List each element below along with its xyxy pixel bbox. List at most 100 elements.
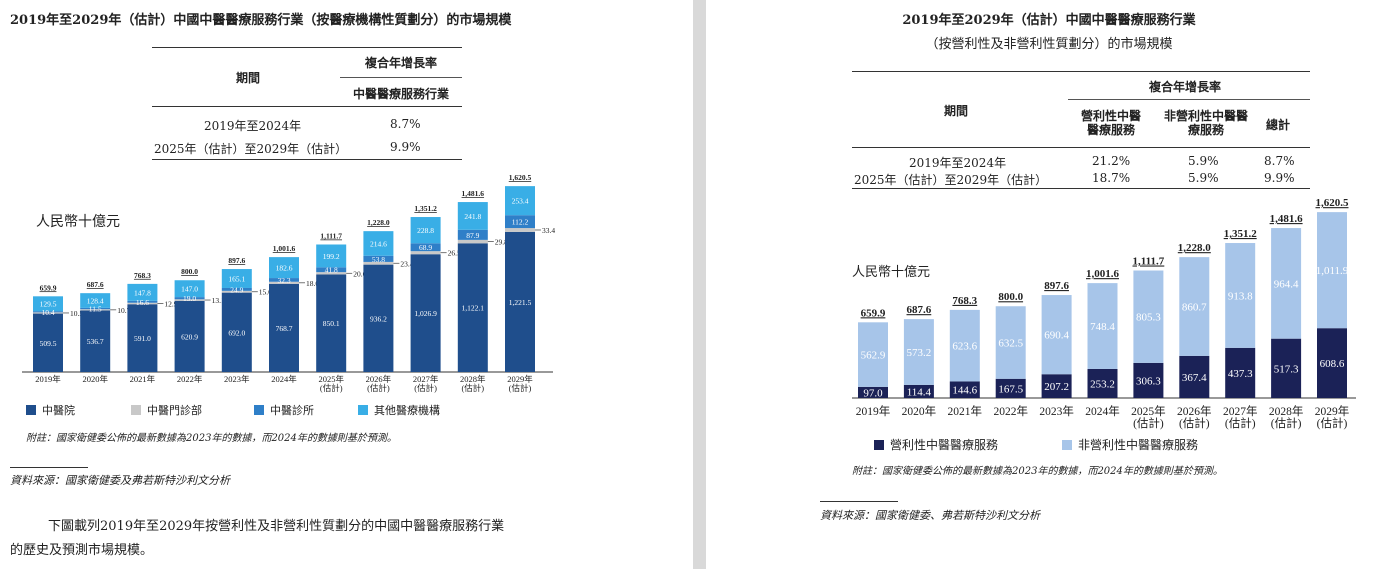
x-tick-label: 2023年 (1039, 404, 1074, 418)
legend-swatch (358, 405, 368, 415)
data-label: 228.8 (417, 226, 434, 235)
bar-segment-其他醫療機構 (80, 293, 111, 308)
row-value: 9.9% (1264, 171, 1295, 185)
data-label: 241.8 (464, 212, 481, 221)
bar-segment-中醫診所 (363, 255, 394, 262)
data-label: 18.0 (306, 279, 319, 288)
legend-item: 中醫診所 (254, 402, 314, 418)
x-tick-label: 2026年 (366, 374, 392, 384)
x-tick-label: 2022年 (177, 374, 203, 384)
bar-segment-非營利性中醫醫療服務 (1041, 295, 1072, 375)
bar-segment-其他醫療機構 (127, 283, 158, 301)
x-tick-label: 2020年 (82, 374, 108, 384)
bar-segment-中醫院 (127, 304, 158, 372)
right-chart-subtitle: （按營利性及非營利性質劃分）的市場規模 (925, 37, 1173, 52)
data-label: 15.6 (259, 288, 272, 297)
data-label: 913.8 (1228, 290, 1253, 302)
row-period-2: 2025年（估計）至2029年（估計） (854, 173, 1048, 187)
x-tick-label: 2021年 (948, 404, 983, 418)
legend-label: 營利性中醫醫療服務 (890, 438, 999, 452)
bar-segment-中醫診所 (221, 287, 252, 291)
x-tick-label: 2023年 (224, 374, 250, 384)
data-label: 253.2 (1090, 378, 1115, 390)
bar-segment-其他醫療機構 (505, 186, 535, 216)
col-header: 中醫醫療服務行業 (353, 87, 450, 101)
body-paragraph-line: 下圖載列2019年至2029年按營利性及非營利性質劃分的中國中醫醫療服務行業 (48, 519, 505, 534)
data-label: 214.6 (370, 239, 387, 248)
x-tick-label: 2019年 (35, 374, 61, 384)
data-label: 805.3 (1136, 312, 1161, 324)
data-label: 20.6 (353, 269, 366, 278)
bar-segment-中醫院 (457, 243, 488, 372)
x-tick-label: 2025年 (1131, 404, 1166, 418)
x-tick-label: 2029年 (1315, 404, 1350, 418)
bar-segment-中醫院 (33, 313, 63, 372)
table-rule (152, 106, 462, 107)
cagr-header: 複合年增長率 (1149, 80, 1222, 94)
bar-segment-中醫門診部 (363, 261, 394, 265)
data-label: 1,011.9 (1316, 265, 1349, 277)
data-label: 690.4 (1044, 330, 1069, 342)
data-label: 608.6 (1320, 358, 1345, 370)
bar-segment-營利性中醫醫療服務 (1041, 374, 1072, 398)
data-label: 16.6 (136, 298, 149, 307)
data-label: 32.3 (277, 276, 290, 285)
row-value: 18.7% (1092, 171, 1131, 185)
total-label: 687.6 (907, 304, 932, 316)
bar-segment-其他醫療機構 (174, 280, 205, 298)
bar-segment-中醫院 (410, 254, 441, 372)
legend-item: 其他醫療機構 (358, 402, 440, 418)
total-label: 768.3 (134, 271, 151, 280)
data-label: 207.2 (1044, 381, 1069, 393)
total-label: 768.3 (952, 295, 977, 307)
x-tick-label: 2024年 (271, 374, 297, 384)
total-label: 800.0 (998, 291, 1023, 303)
data-label: 748.4 (1090, 321, 1115, 333)
bar-segment-中醫院 (174, 300, 205, 372)
source-text: 資料來源：國家衛健委、弗若斯特沙利文分析 (820, 509, 1040, 522)
bar-segment-其他醫療機構 (410, 217, 441, 244)
total-label: 1,001.6 (1086, 268, 1120, 280)
legend-label: 中醫診所 (270, 404, 314, 417)
left-chart-title: 2019年至2029年（估計）中國中醫醫療服務行業（按醫療機構性質劃分）的市場規… (10, 13, 512, 28)
x-tick-label: (估計) (320, 383, 343, 393)
legend-swatch (1062, 439, 1072, 450)
table-rule (152, 47, 462, 48)
bar-segment-其他醫療機構 (221, 269, 252, 288)
legend-item: 營利性中醫醫療服務 (874, 436, 998, 453)
source-rule (10, 467, 88, 468)
data-label: 437.3 (1228, 368, 1253, 380)
x-tick-label: (估計) (1317, 416, 1348, 430)
bar-segment-中醫診所 (457, 229, 488, 240)
data-label: 10.7 (117, 306, 130, 315)
x-tick-label: (估計) (509, 383, 532, 393)
bar-segment-非營利性中醫醫療服務 (949, 309, 980, 382)
data-label: 509.5 (40, 339, 57, 348)
data-label: 623.6 (952, 341, 977, 353)
right-stacked-bar-chart: 97.0 562.9 659.9 2019年 114.4 573.2 687.6 2020年 1… (852, 197, 1356, 430)
data-label: 144.6 (952, 385, 977, 397)
data-label: 13.1 (212, 296, 225, 305)
period-header: 期間 (236, 71, 261, 85)
unit-label: 人民幣十億元 (852, 265, 931, 280)
bar-segment-其他醫療機構 (457, 202, 488, 230)
data-label: 68.9 (419, 243, 432, 252)
bar-segment-中醫診所 (505, 215, 535, 229)
bar-segment-營利性中醫醫療服務 (903, 384, 934, 398)
legend-swatch (874, 439, 884, 450)
data-label: 147.0 (181, 285, 198, 294)
total-label: 1,351.2 (414, 204, 437, 213)
bar-segment-其他醫療機構 (33, 296, 63, 312)
data-label: 573.2 (907, 347, 932, 359)
data-label: 128.4 (87, 297, 104, 306)
data-label: 367.4 (1182, 372, 1207, 384)
data-label: 29.8 (495, 238, 508, 247)
data-label: 112.2 (512, 218, 529, 227)
right-chart-title: 2019年至2029年（估計）中國中醫醫療服務行業 (902, 13, 1196, 28)
right-page: 2019年至2029年（估計）中國中醫醫療服務行業 （按營利性及非營利性質劃分）… (706, 0, 1392, 569)
bar-segment-中醫診所 (316, 267, 347, 273)
bar-segment-中醫診所 (33, 311, 63, 313)
data-label: 129.5 (40, 300, 57, 309)
bar-segment-中醫門診部 (505, 228, 535, 232)
data-label: 167.5 (998, 383, 1023, 395)
